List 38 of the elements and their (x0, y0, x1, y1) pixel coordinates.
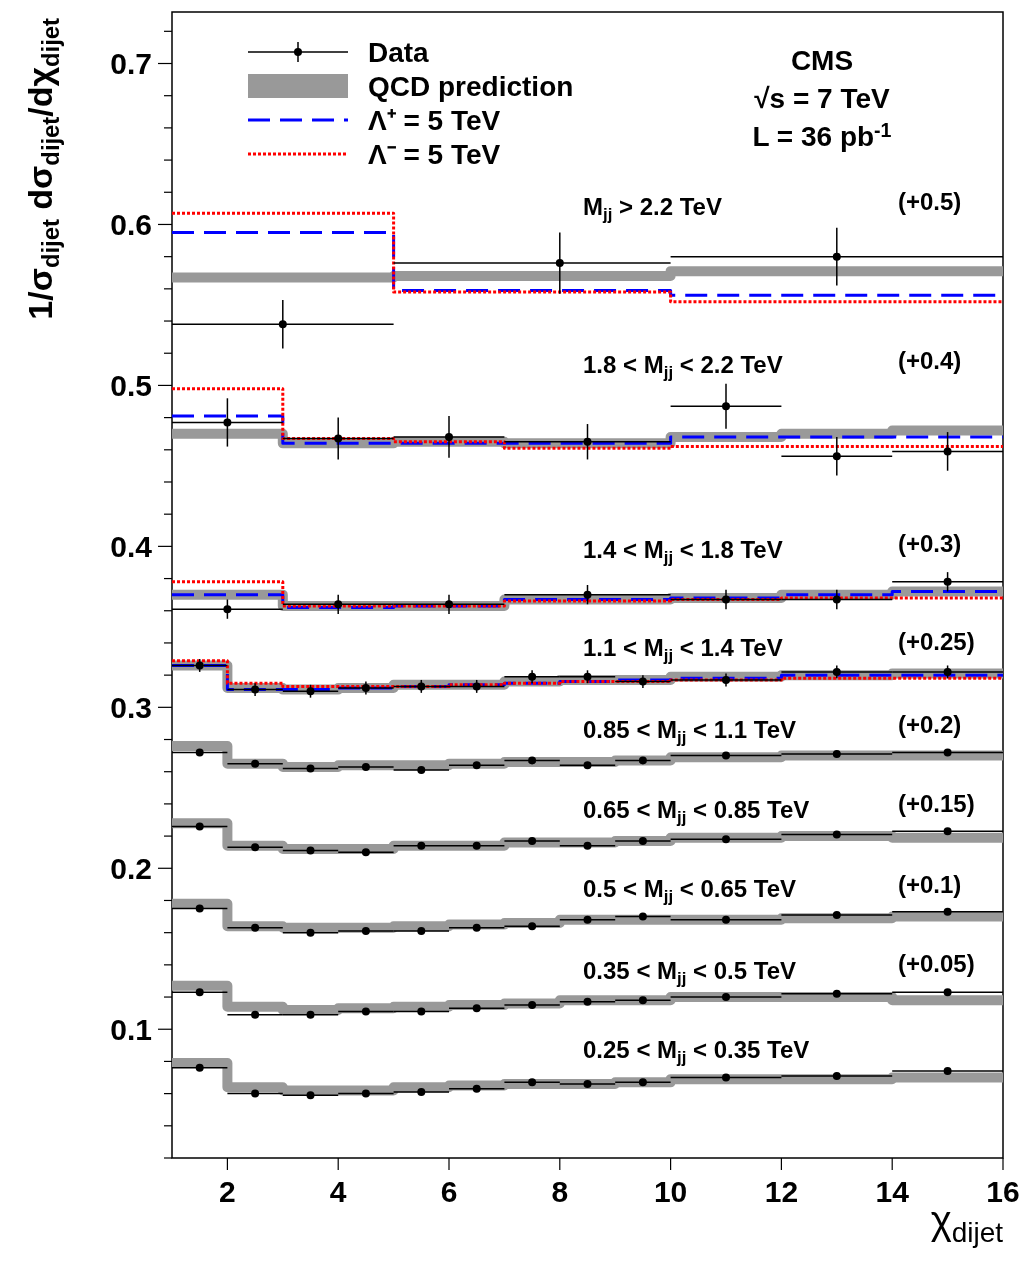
y-tick-label: 0.6 (110, 207, 152, 241)
annotation: 0.85 < M$_{jj}$ < 1.1 TeV (583, 716, 797, 748)
annotation: (+0.3) (898, 530, 962, 557)
annotation: (+0.2) (898, 711, 962, 738)
x-tick-label: 14 (875, 1175, 910, 1208)
annotation: CMS (790, 45, 854, 76)
y-tick-label: 0.2 (110, 851, 152, 885)
y-tick-label: 0.7 (110, 47, 152, 81)
x-tick-label: 2 (219, 1175, 236, 1208)
annotation: 0.65 < M$_{jj}$ < 0.85 TeV (583, 796, 810, 828)
annotation: (+0.05) (898, 950, 975, 977)
annotation: M$_{jj}$ > 2.2 TeV (583, 193, 722, 225)
annotation: (+0.5) (898, 188, 962, 215)
y-tick-label: 0.5 (110, 368, 152, 402)
annotation: L = 36 pb$^{-1}$ (752, 119, 892, 152)
legend-label: Data (368, 36, 430, 68)
annotation: 1.1 < M$_{jj}$ < 1.4 TeV (583, 634, 783, 666)
annotation: 0.25 < M$_{jj}$ < 0.35 TeV (583, 1036, 810, 1068)
annotation: √s = 7 TeV (754, 83, 891, 114)
annotation: (+0.1) (898, 871, 962, 898)
legend-label: Λ⁻ = 5 TeV (368, 138, 501, 170)
annotation: (+0.15) (898, 790, 975, 817)
y-tick-label: 0.3 (110, 690, 152, 724)
x-tick-label: 10 (653, 1175, 688, 1208)
y-tick-label: 0.1 (110, 1012, 152, 1046)
legend-label: QCD prediction (368, 70, 574, 102)
x-tick-label: 8 (551, 1175, 569, 1208)
y-tick-label: 0.4 (110, 529, 153, 563)
x-tick-label: 12 (764, 1175, 799, 1208)
annotation: (+0.25) (898, 628, 975, 655)
annotation: 1.8 < M$_{jj}$ < 2.2 TeV (583, 351, 783, 383)
x-tick-label: 6 (440, 1175, 458, 1208)
annotation: (+0.4) (898, 347, 962, 374)
annotation: 0.5 < M$_{jj}$ < 0.65 TeV (583, 875, 797, 907)
legend-label: Λ⁺ = 5 TeV (368, 104, 501, 136)
x-tick-label: 4 (329, 1175, 347, 1208)
annotation: 1.4 < M$_{jj}$ < 1.8 TeV (583, 536, 783, 568)
annotation: 0.35 < M$_{jj}$ < 0.5 TeV (583, 957, 797, 989)
